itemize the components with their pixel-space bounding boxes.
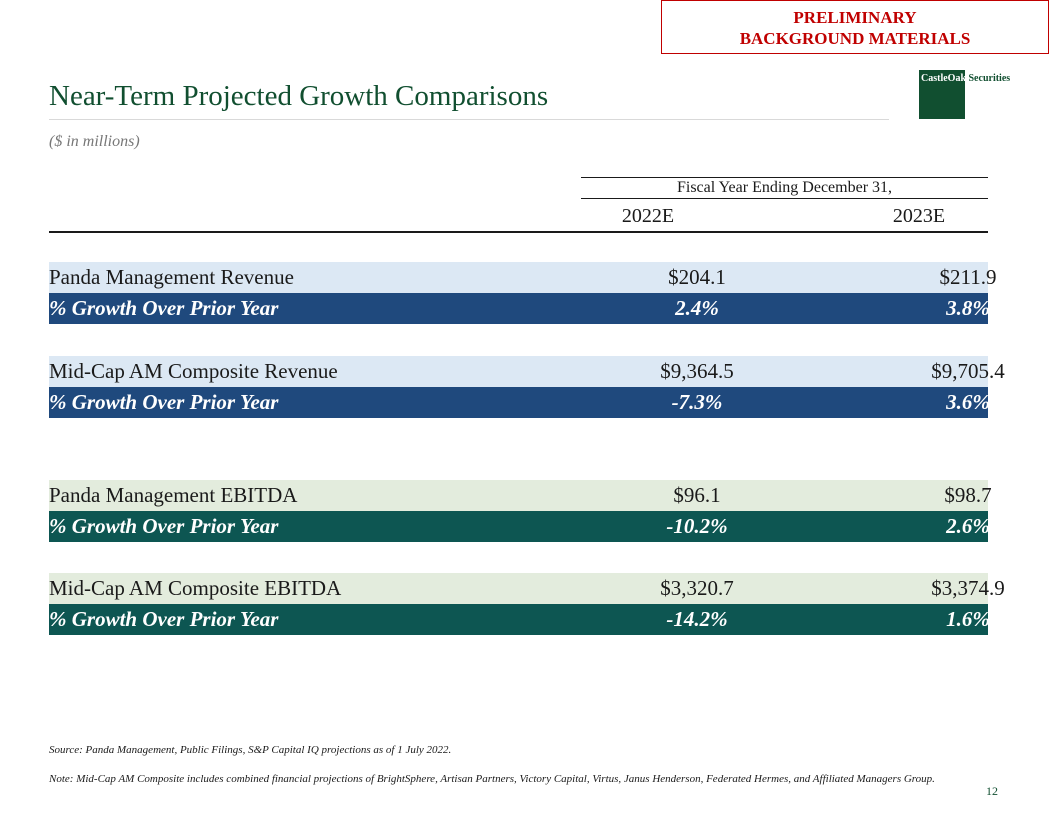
banner-line-2: BACKGROUND MATERIALS: [739, 29, 971, 48]
logo-suffix: Securities: [966, 73, 1011, 84]
value-2023: $211.9: [939, 265, 997, 289]
row-label: % Growth Over Prior Year: [49, 296, 279, 320]
row-label: % Growth Over Prior Year: [49, 514, 279, 538]
table-row-midcap-revenue-growth: % Growth Over Prior Year -7.3% 3.6%: [49, 387, 990, 418]
year-header-2022: 2022E: [621, 205, 675, 227]
table-row-panda-revenue-growth: % Growth Over Prior Year 2.4% 3.8%: [49, 293, 990, 324]
value-2023: 1.6%: [946, 607, 990, 631]
castleoak-logo: [919, 70, 965, 119]
row-label: % Growth Over Prior Year: [49, 390, 279, 414]
value-2022: $3,320.7: [660, 576, 734, 600]
fiscal-year-header: Fiscal Year Ending December 31,: [581, 177, 988, 199]
table-row-midcap-ebitda-growth: % Growth Over Prior Year -14.2% 1.6%: [49, 604, 990, 635]
value-2022: $9,364.5: [660, 359, 734, 383]
table-row-panda-revenue: Panda Management Revenue $204.1 $211.9: [49, 262, 996, 293]
value-2022: -10.2%: [666, 514, 728, 538]
table-row-panda-ebitda: Panda Management EBITDA $96.1 $98.7: [49, 480, 992, 511]
source-footnote: Source: Panda Management, Public Filings…: [49, 744, 452, 756]
value-2023: 3.8%: [946, 296, 990, 320]
row-label: Mid-Cap AM Composite Revenue: [49, 359, 338, 383]
value-2023: $98.7: [944, 483, 992, 507]
value-2022: 2.4%: [675, 296, 719, 320]
value-2022: -7.3%: [671, 390, 723, 414]
value-2022: $204.1: [668, 265, 726, 289]
banner-line-1: PRELIMINARY: [793, 8, 917, 27]
value-2023: 3.6%: [946, 390, 990, 414]
page-title: Near-Term Projected Growth Comparisons: [49, 80, 549, 112]
logo-text: CastleOak Securities: [921, 73, 1010, 84]
value-2022: -14.2%: [666, 607, 728, 631]
note-footnote: Note: Mid-Cap AM Composite includes comb…: [49, 773, 935, 785]
year-header-2023: 2023E: [892, 205, 946, 227]
value-2022: $96.1: [673, 483, 721, 507]
row-label: Panda Management Revenue: [49, 265, 294, 289]
title-divider: [49, 119, 889, 120]
preliminary-banner: PRELIMINARY BACKGROUND MATERIALS: [661, 0, 1049, 54]
header-divider: [49, 231, 988, 233]
logo-brand: CastleOak: [921, 73, 966, 84]
row-label: Panda Management EBITDA: [49, 483, 298, 507]
value-2023: $3,374.9: [931, 576, 1005, 600]
row-label: % Growth Over Prior Year: [49, 607, 279, 631]
units-subtitle: ($ in millions): [49, 133, 140, 150]
value-2023: 2.6%: [946, 514, 990, 538]
table-row-midcap-ebitda: Mid-Cap AM Composite EBITDA $3,320.7 $3,…: [49, 573, 1005, 604]
value-2023: $9,705.4: [931, 359, 1005, 383]
row-label: Mid-Cap AM Composite EBITDA: [49, 576, 342, 600]
table-row-midcap-revenue: Mid-Cap AM Composite Revenue $9,364.5 $9…: [49, 356, 1005, 387]
table-row-panda-ebitda-growth: % Growth Over Prior Year -10.2% 2.6%: [49, 511, 990, 542]
page-number: 12: [986, 784, 998, 798]
